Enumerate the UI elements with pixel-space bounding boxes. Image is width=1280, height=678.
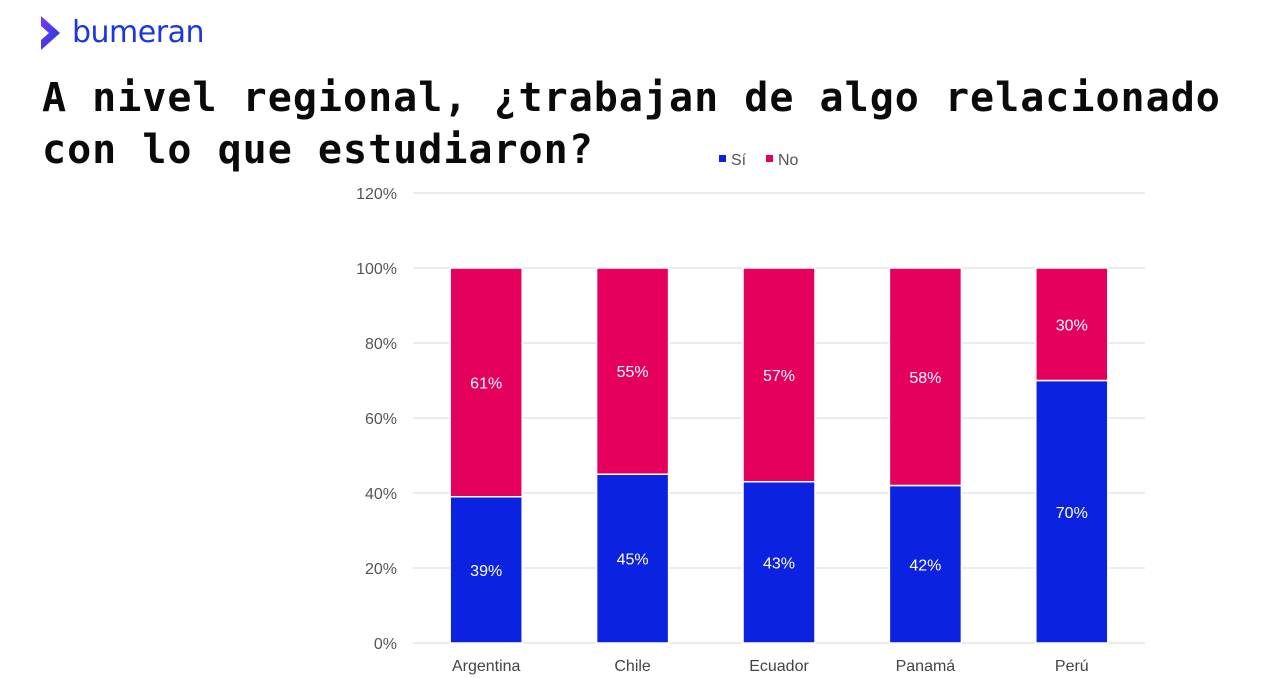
bar-segment [742, 481, 816, 644]
bar-segment [449, 267, 523, 498]
x-category-label: Ecuador [749, 658, 809, 675]
bar-segment [1035, 379, 1109, 644]
y-tick-label: 40% [365, 486, 397, 503]
y-tick-label: 100% [356, 261, 397, 278]
legend-label: No [778, 152, 799, 169]
y-tick-label: 60% [365, 411, 397, 428]
x-category-label: Perú [1055, 658, 1089, 675]
x-category-label: Argentina [452, 658, 521, 675]
data-label: 55% [617, 364, 649, 381]
bumeran-chevron-icon [41, 16, 60, 50]
bar-segment [742, 267, 816, 483]
y-tick-label: 0% [374, 636, 397, 653]
data-label: 39% [470, 563, 502, 580]
bar-segment [595, 267, 670, 475]
data-label: 42% [909, 557, 941, 574]
bar-segment [595, 473, 670, 644]
y-tick-label: 20% [365, 561, 397, 578]
data-label: 57% [763, 368, 795, 385]
legend-swatch [719, 155, 726, 162]
x-category-label: Chile [614, 658, 651, 675]
legend-swatch [766, 155, 773, 162]
data-label: 45% [617, 552, 649, 569]
data-label: 58% [909, 370, 941, 387]
page-title: A nivel regional, ¿trabajan de algo rela… [42, 75, 1221, 173]
data-label: 61% [470, 375, 502, 392]
y-tick-label: 120% [356, 186, 397, 203]
data-label: 30% [1056, 317, 1088, 334]
bar-segment [1035, 267, 1109, 382]
bar-segment [449, 496, 523, 644]
bar-segment [888, 267, 963, 487]
brand-name: bumeran [72, 15, 204, 50]
data-label: 43% [763, 555, 795, 572]
data-label: 70% [1056, 505, 1088, 522]
legend-label: Sí [731, 152, 747, 169]
brand-logo: bumeran [38, 12, 204, 54]
x-category-label: Panamá [896, 658, 956, 675]
y-tick-label: 80% [365, 336, 397, 353]
